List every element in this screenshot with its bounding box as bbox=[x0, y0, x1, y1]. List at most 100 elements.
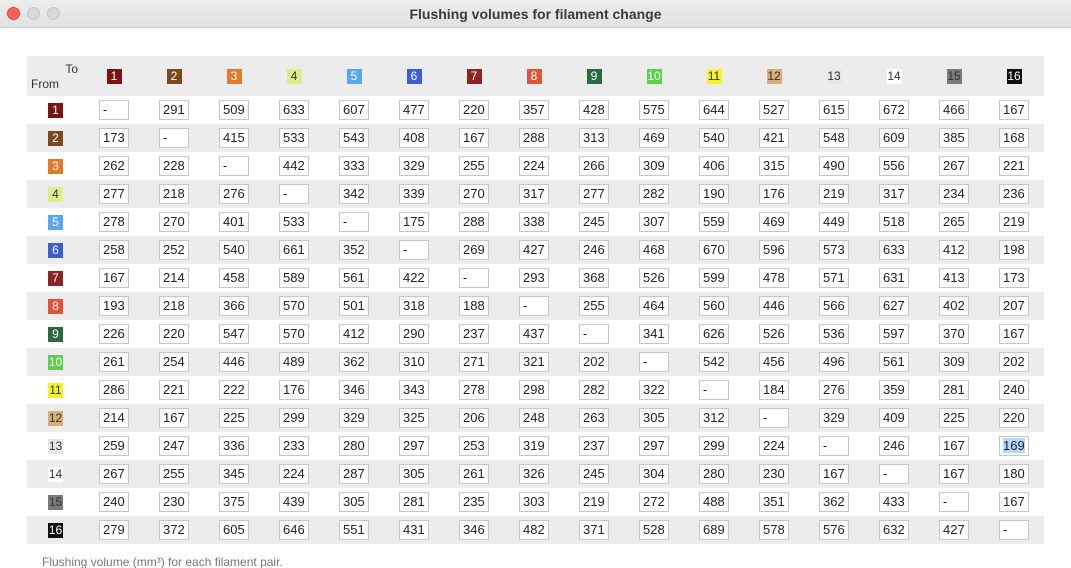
flush-volume-input[interactable]: 271 bbox=[459, 352, 489, 372]
flush-volume-input[interactable]: 252 bbox=[159, 240, 189, 260]
flush-volume-input[interactable]: - bbox=[639, 352, 669, 372]
flush-volume-input[interactable]: 633 bbox=[279, 100, 309, 120]
flush-volume-input[interactable]: 526 bbox=[759, 324, 789, 344]
flush-volume-input[interactable]: 428 bbox=[579, 100, 609, 120]
flush-volume-input[interactable]: 167 bbox=[99, 268, 129, 288]
flush-volume-input[interactable]: 547 bbox=[219, 324, 249, 344]
flush-volume-input[interactable]: 518 bbox=[879, 212, 909, 232]
flush-volume-input[interactable]: 220 bbox=[999, 408, 1029, 428]
flush-volume-input[interactable]: 307 bbox=[639, 212, 669, 232]
flush-volume-input[interactable]: 282 bbox=[579, 380, 609, 400]
flush-volume-input[interactable]: 468 bbox=[639, 240, 669, 260]
flush-volume-input[interactable]: 261 bbox=[99, 352, 129, 372]
flush-volume-input[interactable]: 477 bbox=[399, 100, 429, 120]
flush-volume-input[interactable]: 218 bbox=[159, 184, 189, 204]
flush-volume-input[interactable]: 336 bbox=[219, 436, 249, 456]
flush-volume-input[interactable]: 225 bbox=[219, 408, 249, 428]
flush-volume-input[interactable]: 415 bbox=[219, 128, 249, 148]
flush-volume-input[interactable]: 478 bbox=[759, 268, 789, 288]
flush-volume-input[interactable]: 352 bbox=[339, 240, 369, 260]
flush-volume-input[interactable]: 573 bbox=[819, 240, 849, 260]
flush-volume-input[interactable]: 190 bbox=[699, 184, 729, 204]
flush-volume-input[interactable]: 175 bbox=[399, 212, 429, 232]
flush-volume-input[interactable]: - bbox=[159, 128, 189, 148]
flush-volume-input[interactable]: 560 bbox=[699, 296, 729, 316]
flush-volume-input[interactable]: 329 bbox=[339, 408, 369, 428]
flush-volume-input[interactable]: 167 bbox=[159, 408, 189, 428]
flush-volume-input[interactable]: 421 bbox=[759, 128, 789, 148]
flush-volume-input[interactable]: 309 bbox=[639, 156, 669, 176]
flush-volume-input[interactable]: 287 bbox=[339, 464, 369, 484]
flush-volume-input[interactable]: 496 bbox=[819, 352, 849, 372]
flush-volume-input[interactable]: 305 bbox=[639, 408, 669, 428]
flush-volume-input[interactable]: 214 bbox=[99, 408, 129, 428]
flush-volume-input[interactable]: 291 bbox=[159, 100, 189, 120]
flush-volume-input[interactable]: - bbox=[399, 240, 429, 260]
flush-volume-input[interactable]: 422 bbox=[399, 268, 429, 288]
flush-volume-input[interactable]: - bbox=[219, 156, 249, 176]
flush-volume-input[interactable]: 247 bbox=[159, 436, 189, 456]
flush-volume-input[interactable]: 371 bbox=[579, 520, 609, 540]
flush-volume-input[interactable]: 276 bbox=[819, 380, 849, 400]
minimize-window-button[interactable] bbox=[27, 7, 40, 20]
flush-volume-input[interactable]: 270 bbox=[159, 212, 189, 232]
flush-volume-input[interactable]: 362 bbox=[339, 352, 369, 372]
flush-volume-input[interactable]: - bbox=[879, 464, 909, 484]
flush-volume-input[interactable]: 338 bbox=[519, 212, 549, 232]
flush-volume-input[interactable]: 561 bbox=[339, 268, 369, 288]
flush-volume-input[interactable]: 644 bbox=[699, 100, 729, 120]
flush-volume-input[interactable]: 169 bbox=[999, 436, 1029, 456]
flush-volume-input[interactable]: 167 bbox=[999, 492, 1029, 512]
flush-volume-input[interactable]: 267 bbox=[939, 156, 969, 176]
flush-volume-input[interactable]: 458 bbox=[219, 268, 249, 288]
flush-volume-input[interactable]: 310 bbox=[399, 352, 429, 372]
flush-volume-input[interactable]: 596 bbox=[759, 240, 789, 260]
flush-volume-input[interactable]: 299 bbox=[699, 436, 729, 456]
flush-volume-input[interactable]: 202 bbox=[579, 352, 609, 372]
flush-volume-input[interactable]: 540 bbox=[699, 128, 729, 148]
flush-volume-input[interactable]: 319 bbox=[519, 436, 549, 456]
flush-volume-input[interactable]: 221 bbox=[999, 156, 1029, 176]
flush-volume-input[interactable]: 281 bbox=[939, 380, 969, 400]
flush-volume-input[interactable]: 237 bbox=[579, 436, 609, 456]
flush-volume-input[interactable]: 597 bbox=[879, 324, 909, 344]
flush-volume-input[interactable]: 599 bbox=[699, 268, 729, 288]
flush-volume-input[interactable]: 670 bbox=[699, 240, 729, 260]
flush-volume-input[interactable]: 167 bbox=[459, 128, 489, 148]
flush-volume-input[interactable]: 266 bbox=[579, 156, 609, 176]
flush-volume-input[interactable]: 342 bbox=[339, 184, 369, 204]
flush-volume-input[interactable]: 427 bbox=[939, 520, 969, 540]
flush-volume-input[interactable]: 167 bbox=[819, 464, 849, 484]
flush-volume-input[interactable]: 466 bbox=[939, 100, 969, 120]
flush-volume-input[interactable]: 346 bbox=[339, 380, 369, 400]
flush-volume-input[interactable]: 566 bbox=[819, 296, 849, 316]
flush-volume-input[interactable]: 372 bbox=[159, 520, 189, 540]
flush-volume-input[interactable]: 221 bbox=[159, 380, 189, 400]
flush-volume-input[interactable]: 437 bbox=[519, 324, 549, 344]
flush-volume-input[interactable]: 236 bbox=[999, 184, 1029, 204]
flush-volume-input[interactable]: 293 bbox=[519, 268, 549, 288]
flush-volume-input[interactable]: 631 bbox=[879, 268, 909, 288]
flush-volume-input[interactable]: 303 bbox=[519, 492, 549, 512]
flush-volume-input[interactable]: 401 bbox=[219, 212, 249, 232]
flush-volume-input[interactable]: 176 bbox=[759, 184, 789, 204]
flush-volume-input[interactable]: 173 bbox=[99, 128, 129, 148]
flush-volume-input[interactable]: 318 bbox=[399, 296, 429, 316]
flush-volume-input[interactable]: 548 bbox=[819, 128, 849, 148]
flush-volume-input[interactable]: 409 bbox=[879, 408, 909, 428]
flush-volume-input[interactable]: 406 bbox=[699, 156, 729, 176]
flush-volume-input[interactable]: 633 bbox=[879, 240, 909, 260]
flush-volume-input[interactable]: - bbox=[459, 268, 489, 288]
flush-volume-input[interactable]: 312 bbox=[699, 408, 729, 428]
flush-volume-input[interactable]: 559 bbox=[699, 212, 729, 232]
flush-volume-input[interactable]: 225 bbox=[939, 408, 969, 428]
flush-volume-input[interactable]: - bbox=[579, 324, 609, 344]
flush-volume-input[interactable]: 297 bbox=[639, 436, 669, 456]
flush-volume-input[interactable]: 402 bbox=[939, 296, 969, 316]
flush-volume-input[interactable]: 290 bbox=[399, 324, 429, 344]
flush-volume-input[interactable]: 551 bbox=[339, 520, 369, 540]
flush-volume-input[interactable]: 237 bbox=[459, 324, 489, 344]
flush-volume-input[interactable]: 219 bbox=[819, 184, 849, 204]
flush-volume-input[interactable]: 431 bbox=[399, 520, 429, 540]
flush-volume-input[interactable]: 248 bbox=[519, 408, 549, 428]
